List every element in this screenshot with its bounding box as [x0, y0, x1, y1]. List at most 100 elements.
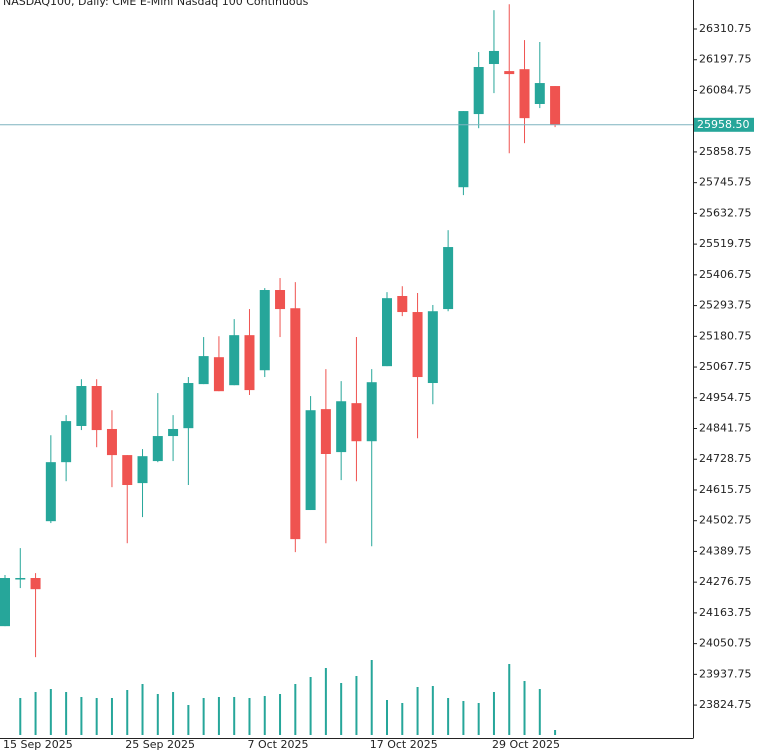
y-tick-label: 24728.75 — [699, 452, 752, 465]
x-tick-label: 15 Sep 2025 — [3, 738, 73, 750]
candle-body — [305, 410, 316, 511]
volume-bar — [279, 694, 282, 735]
y-tick-label: 23937.75 — [699, 667, 752, 680]
y-tick-label: 25519.75 — [699, 237, 752, 250]
volume-bar — [355, 676, 358, 735]
volume-bar — [172, 692, 175, 735]
chart-title: NASDAQ100, Daily: CME E-Mini Nasdaq 100 … — [3, 0, 309, 8]
candle-body — [412, 312, 423, 378]
y-tick-label: 24276.75 — [699, 575, 752, 588]
volume-bar — [95, 698, 98, 735]
volume-bar — [386, 700, 388, 735]
y-tick-label: 25745.75 — [699, 176, 752, 189]
last-price-label: 25958.50 — [697, 118, 750, 131]
candle-body — [244, 335, 255, 391]
volume-bar — [110, 698, 113, 735]
candle-body — [275, 290, 286, 310]
volume-bar — [294, 684, 297, 735]
volume-bar — [65, 692, 68, 735]
candle-body — [351, 403, 362, 442]
candle-body — [91, 386, 102, 431]
candle-body — [366, 382, 377, 442]
y-tick-label: 24841.75 — [699, 422, 752, 435]
candle-body — [137, 456, 148, 484]
candle-body — [336, 401, 347, 453]
candle-body — [473, 67, 484, 115]
candle-body — [106, 428, 117, 456]
candle-body — [152, 436, 163, 462]
y-tick-label: 25406.75 — [699, 268, 752, 281]
volume-bar — [370, 660, 373, 735]
volume-bar — [431, 686, 434, 735]
y-tick-label: 26084.75 — [699, 83, 752, 96]
volume-bar — [523, 681, 526, 735]
volume-bar — [248, 698, 251, 735]
volume-bar — [141, 684, 144, 735]
y-tick-label: 24954.75 — [699, 391, 752, 404]
volume-bar — [447, 698, 450, 735]
candle-body — [45, 462, 56, 522]
y-tick-label: 25180.75 — [699, 329, 752, 342]
last-price-box — [694, 117, 754, 132]
candle-body — [76, 386, 87, 426]
volume-bar — [492, 692, 495, 735]
candle-body — [229, 335, 240, 386]
y-tick-label: 24050.75 — [699, 637, 752, 650]
x-tick-label: 29 Oct 2025 — [492, 738, 560, 750]
candle-body — [183, 383, 194, 429]
volume-bar — [126, 690, 129, 735]
candle-body — [259, 290, 270, 371]
volume-bar — [202, 698, 205, 735]
y-tick-label: 23824.75 — [699, 698, 752, 711]
volume-bar — [19, 698, 22, 735]
candle-body — [213, 357, 224, 392]
y-tick-label: 25858.75 — [699, 145, 752, 158]
volume-bar — [477, 703, 480, 735]
y-tick-label: 24502.75 — [699, 514, 752, 527]
candle-body — [550, 86, 561, 125]
volume-bar — [187, 705, 190, 735]
candle-body — [168, 428, 179, 437]
x-tick-label: 7 Oct 2025 — [247, 738, 308, 750]
volume-bar — [217, 697, 220, 735]
y-tick-label: 26197.75 — [699, 53, 752, 66]
x-tick-label: 25 Sep 2025 — [125, 738, 195, 750]
candle-body — [320, 409, 331, 454]
volume-bar — [401, 703, 404, 735]
y-tick-label: 24389.75 — [699, 544, 752, 557]
candle-body — [427, 311, 438, 384]
volume-bar — [80, 697, 83, 735]
volume-bar — [538, 689, 541, 735]
y-tick-label: 25632.75 — [699, 206, 752, 219]
candle-body — [458, 111, 469, 188]
candle-body — [122, 455, 133, 486]
y-tick-label: 24163.75 — [699, 606, 752, 619]
volume-bar — [34, 692, 37, 735]
candle-body — [488, 50, 499, 65]
candle-body — [198, 356, 209, 385]
candle-body — [30, 578, 41, 590]
candle-body — [519, 69, 530, 119]
candle-body — [382, 298, 392, 367]
x-tick-label: 17 Oct 2025 — [370, 738, 438, 750]
candle-body — [504, 71, 515, 75]
y-tick-label: 25293.75 — [699, 299, 752, 312]
volume-bar — [156, 694, 159, 735]
y-tick-label: 25067.75 — [699, 360, 752, 373]
volume-bar — [233, 697, 236, 735]
volume-bar — [508, 664, 511, 735]
volume-bar — [416, 687, 419, 735]
candle-body — [15, 578, 26, 580]
candle-body — [0, 578, 10, 627]
candle-body — [61, 421, 72, 463]
y-tick-label: 26310.75 — [699, 22, 752, 35]
volume-bar — [554, 730, 557, 735]
volume-bar — [324, 668, 327, 735]
volume-bar — [309, 677, 312, 735]
volume-bar — [340, 683, 343, 735]
candle-body — [443, 247, 454, 310]
candle-body — [534, 83, 545, 104]
volume-bar — [263, 696, 266, 735]
